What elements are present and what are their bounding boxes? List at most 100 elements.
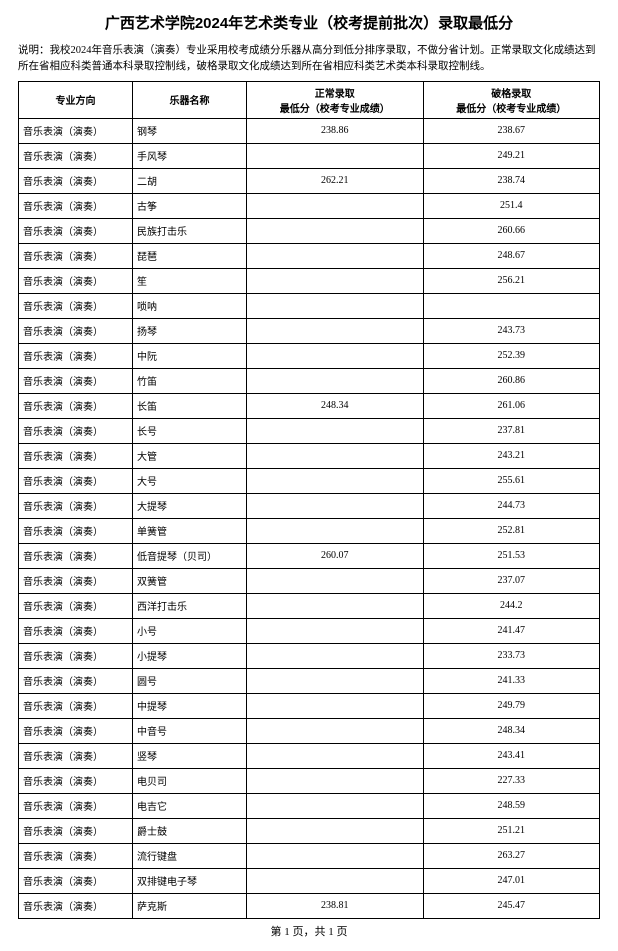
- cell-special-score: 243.21: [423, 443, 600, 468]
- cell-normal-score: [247, 143, 424, 168]
- cell-normal-score: [247, 468, 424, 493]
- table-header-row: 专业方向 乐器名称 正常录取 最低分（校考专业成绩） 破格录取 最低分（校考专业…: [19, 81, 600, 118]
- cell-normal-score: [247, 318, 424, 343]
- cell-special-score: 244.73: [423, 493, 600, 518]
- cell-special-score: 238.67: [423, 118, 600, 143]
- cell-major: 音乐表演（演奏）: [19, 468, 133, 493]
- cell-major: 音乐表演（演奏）: [19, 668, 133, 693]
- cell-major: 音乐表演（演奏）: [19, 643, 133, 668]
- cell-normal-score: [247, 643, 424, 668]
- table-row: 音乐表演（演奏）西洋打击乐244.2: [19, 593, 600, 618]
- table-row: 音乐表演（演奏）大提琴244.73: [19, 493, 600, 518]
- cell-normal-score: [247, 768, 424, 793]
- description-text: 说明：我校2024年音乐表演（演奏）专业采用校考成绩分乐器从高分到低分排序录取，…: [18, 43, 600, 75]
- cell-major: 音乐表演（演奏）: [19, 218, 133, 243]
- cell-major: 音乐表演（演奏）: [19, 118, 133, 143]
- cell-instrument: 中音号: [133, 718, 247, 743]
- cell-instrument: 双簧管: [133, 568, 247, 593]
- cell-instrument: 笙: [133, 268, 247, 293]
- cell-normal-score: [247, 718, 424, 743]
- table-row: 音乐表演（演奏）中阮252.39: [19, 343, 600, 368]
- cell-major: 音乐表演（演奏）: [19, 268, 133, 293]
- cell-special-score: 249.21: [423, 143, 600, 168]
- cell-normal-score: [247, 693, 424, 718]
- table-row: 音乐表演（演奏）扬琴243.73: [19, 318, 600, 343]
- cell-special-score: 237.81: [423, 418, 600, 443]
- cell-major: 音乐表演（演奏）: [19, 893, 133, 918]
- cell-instrument: 竹笛: [133, 368, 247, 393]
- col-header-special-line2: 最低分（校考专业成绩）: [428, 100, 596, 115]
- cell-normal-score: [247, 343, 424, 368]
- cell-special-score: 233.73: [423, 643, 600, 668]
- cell-special-score: 243.73: [423, 318, 600, 343]
- cell-instrument: 大管: [133, 443, 247, 468]
- cell-major: 音乐表演（演奏）: [19, 543, 133, 568]
- cell-instrument: 中提琴: [133, 693, 247, 718]
- cell-major: 音乐表演（演奏）: [19, 393, 133, 418]
- col-header-normal: 正常录取 最低分（校考专业成绩）: [247, 81, 424, 118]
- cell-major: 音乐表演（演奏）: [19, 293, 133, 318]
- cell-major: 音乐表演（演奏）: [19, 168, 133, 193]
- cell-special-score: 238.74: [423, 168, 600, 193]
- cell-special-score: 243.41: [423, 743, 600, 768]
- col-header-normal-line2: 最低分（校考专业成绩）: [251, 100, 419, 115]
- table-row: 音乐表演（演奏）笙 256.21: [19, 268, 600, 293]
- table-row: 音乐表演（演奏）二胡262.21238.74: [19, 168, 600, 193]
- cell-major: 音乐表演（演奏）: [19, 843, 133, 868]
- cell-major: 音乐表演（演奏）: [19, 793, 133, 818]
- cell-major: 音乐表演（演奏）: [19, 618, 133, 643]
- cell-normal-score: [247, 218, 424, 243]
- cell-special-score: 244.2: [423, 593, 600, 618]
- cell-special-score: 260.86: [423, 368, 600, 393]
- cell-special-score: 237.07: [423, 568, 600, 593]
- cell-special-score: 241.47: [423, 618, 600, 643]
- cell-instrument: 萨克斯: [133, 893, 247, 918]
- cell-special-score: 263.27: [423, 843, 600, 868]
- col-header-special-line1: 破格录取: [428, 85, 596, 100]
- col-header-instrument: 乐器名称: [133, 81, 247, 118]
- table-row: 音乐表演（演奏）电贝司227.33: [19, 768, 600, 793]
- table-row: 音乐表演（演奏）长号237.81: [19, 418, 600, 443]
- table-row: 音乐表演（演奏）低音提琴（贝司）260.07251.53: [19, 543, 600, 568]
- table-row: 音乐表演（演奏）小提琴233.73: [19, 643, 600, 668]
- cell-instrument: 大提琴: [133, 493, 247, 518]
- cell-instrument: 低音提琴（贝司）: [133, 543, 247, 568]
- table-row: 音乐表演（演奏）圆号241.33: [19, 668, 600, 693]
- cell-normal-score: 248.34: [247, 393, 424, 418]
- cell-instrument: 钢琴: [133, 118, 247, 143]
- cell-instrument: 唢呐: [133, 293, 247, 318]
- table-row: 音乐表演（演奏）中音号248.34: [19, 718, 600, 743]
- cell-special-score: 247.01: [423, 868, 600, 893]
- cell-major: 音乐表演（演奏）: [19, 443, 133, 468]
- cell-normal-score: [247, 668, 424, 693]
- cell-normal-score: 260.07: [247, 543, 424, 568]
- cell-normal-score: [247, 193, 424, 218]
- table-row: 音乐表演（演奏）双排键电子琴247.01: [19, 868, 600, 893]
- table-row: 音乐表演（演奏）古筝251.4: [19, 193, 600, 218]
- cell-major: 音乐表演（演奏）: [19, 693, 133, 718]
- cell-normal-score: [247, 618, 424, 643]
- cell-normal-score: [247, 743, 424, 768]
- cell-instrument: 长笛: [133, 393, 247, 418]
- cell-normal-score: [247, 593, 424, 618]
- cell-special-score: 251.4: [423, 193, 600, 218]
- cell-special-score: 256.21: [423, 268, 600, 293]
- cell-special-score: 248.59: [423, 793, 600, 818]
- cell-instrument: 大号: [133, 468, 247, 493]
- cell-normal-score: [247, 818, 424, 843]
- table-row: 音乐表演（演奏）小号241.47: [19, 618, 600, 643]
- cell-special-score: 261.06: [423, 393, 600, 418]
- cell-normal-score: 238.81: [247, 893, 424, 918]
- cell-instrument: 扬琴: [133, 318, 247, 343]
- col-header-major: 专业方向: [19, 81, 133, 118]
- table-row: 音乐表演（演奏）竹笛260.86: [19, 368, 600, 393]
- table-row: 音乐表演（演奏）唢呐: [19, 293, 600, 318]
- cell-special-score: 251.53: [423, 543, 600, 568]
- cell-major: 音乐表演（演奏）: [19, 518, 133, 543]
- score-table: 专业方向 乐器名称 正常录取 最低分（校考专业成绩） 破格录取 最低分（校考专业…: [18, 81, 600, 919]
- cell-normal-score: [247, 493, 424, 518]
- col-header-normal-line1: 正常录取: [251, 85, 419, 100]
- col-header-special: 破格录取 最低分（校考专业成绩）: [423, 81, 600, 118]
- cell-special-score: 241.33: [423, 668, 600, 693]
- cell-instrument: 电贝司: [133, 768, 247, 793]
